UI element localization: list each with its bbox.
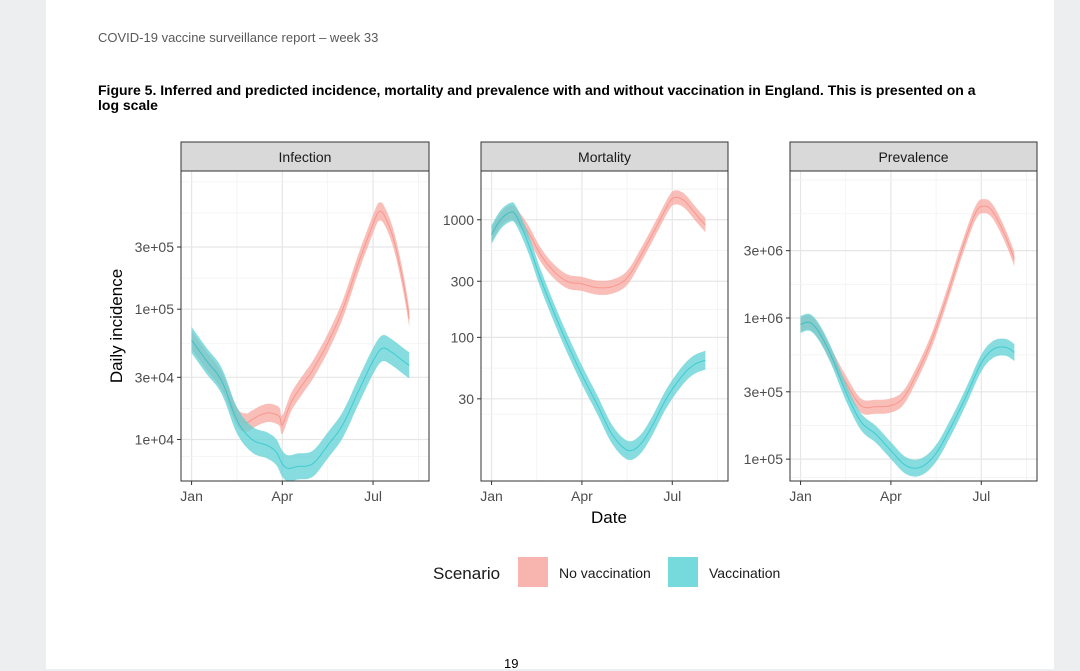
legend-title: Scenario <box>433 564 500 583</box>
infection-band-vaccination <box>191 327 410 482</box>
mortality-y-tick-label: 1000 <box>443 212 474 228</box>
prevalence-strip-title: Prevalence <box>878 149 948 165</box>
infection-strip <box>180 141 430 172</box>
prevalence-x-tick-label: Apr <box>880 488 902 504</box>
x-axis-label: Date <box>591 508 627 527</box>
figure-caption: Figure 5. Inferred and predicted inciden… <box>98 82 976 113</box>
legend-label-no-vaccination: No vaccination <box>559 565 651 581</box>
prevalence-y-tick-label: 1e+05 <box>744 451 784 467</box>
infection-x-tick-label: Jan <box>180 488 203 504</box>
infection-x-tick-label: Apr <box>271 488 293 504</box>
panel-infection: Infection 1e+04 3e+04 1e+05 3e+05 Jan Apr Jul <box>135 141 430 504</box>
prevalence-x-tick-label: Jan <box>789 488 812 504</box>
mortality-strip-title: Mortality <box>578 149 631 165</box>
prevalence-strip <box>789 141 1038 172</box>
mortality-x-tick-label: Jan <box>480 488 503 504</box>
prevalence-x-tick-label: Jul <box>972 488 990 504</box>
mortality-line-vaccination <box>491 211 706 452</box>
prevalence-y-tick-label: 3e+06 <box>744 243 784 259</box>
legend-label-vaccination: Vaccination <box>709 565 780 581</box>
prevalence-y-tick-label: 1e+06 <box>744 310 784 326</box>
mortality-y-tick-label: 100 <box>451 329 475 345</box>
report-header: COVID-19 vaccine surveillance report – w… <box>98 30 379 45</box>
infection-line-vaccination <box>191 339 410 470</box>
page-number: 19 <box>504 656 519 671</box>
legend-key-no-vaccination <box>518 557 548 587</box>
infection-y-tick-label: 1e+04 <box>135 431 175 447</box>
infection-panel-border <box>180 170 430 482</box>
infection-y-tick-label: 1e+05 <box>135 301 175 317</box>
prevalence-y-tick-label: 3e+05 <box>744 384 784 400</box>
infection-plot-area <box>181 171 429 481</box>
infection-strip-title: Infection <box>279 149 332 165</box>
mortality-strip <box>480 141 729 172</box>
mortality-x-tick-label: Apr <box>571 488 593 504</box>
mortality-panel-border <box>480 170 729 482</box>
prevalence-panel-border <box>789 170 1038 482</box>
infection-y-tick-label: 3e+04 <box>135 369 175 385</box>
infection-y-tick-label: 3e+05 <box>135 239 175 255</box>
legend-key-vaccination <box>668 557 698 587</box>
infection-x-tick-label: Jul <box>364 488 382 504</box>
mortality-y-tick-label: 30 <box>458 391 474 407</box>
panel-mortality: Mortality 30 100 300 1000 Jan Apr Jul <box>443 141 729 504</box>
legend: Scenario No vaccination Vaccination <box>433 557 780 587</box>
prevalence-band-vaccination <box>800 313 1015 477</box>
mortality-y-tick-label: 300 <box>451 273 475 289</box>
mortality-band-vaccination <box>491 202 706 461</box>
prevalence-line-vaccination <box>800 321 1015 469</box>
panel-prevalence: Prevalence 1e+05 3e+05 1e+06 3e+06 Jan Apr Jul <box>744 141 1038 504</box>
y-axis-label: Daily incidence <box>107 269 126 383</box>
mortality-x-tick-label: Jul <box>663 488 681 504</box>
